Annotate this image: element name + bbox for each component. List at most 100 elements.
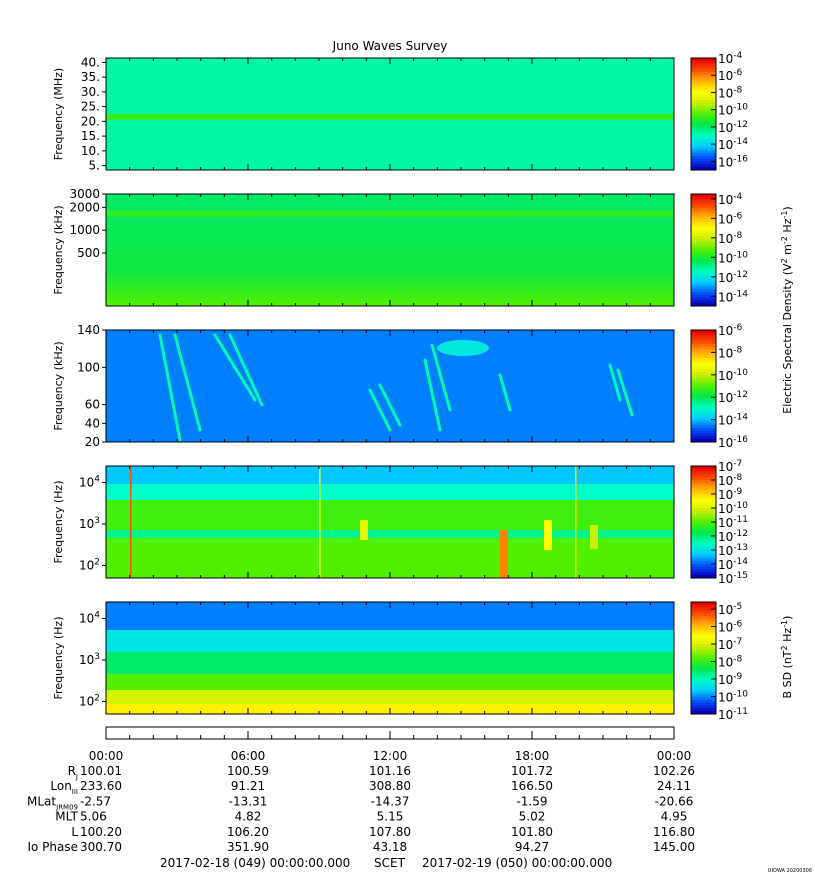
colorbar-cell (691, 607, 716, 611)
colorbar-cell (691, 352, 716, 356)
ephemeris-value: 4.95 (661, 810, 688, 824)
colorbar-cell (691, 555, 716, 559)
colorbar-cell (691, 205, 716, 209)
colorbar-cell (691, 711, 716, 715)
colorbar-cell (691, 482, 716, 487)
colorbar-cell (691, 369, 716, 373)
spectrogram-panel-5: 102 103 104 Frequency (Hz) 10-5 10-6 10-7 10-8 1… (52, 601, 748, 722)
heatmap-band (106, 210, 674, 217)
colorbar-cell (691, 280, 716, 285)
colorbar-cell (691, 292, 716, 296)
colorbar-cell (691, 266, 716, 271)
colorbar-cell (691, 638, 716, 642)
y-tick-label: 20. (81, 114, 100, 128)
heatmap-burst (213, 333, 257, 402)
colorbar-frame (690, 601, 717, 715)
heatmap-burst (423, 358, 442, 432)
colorbar-cell (691, 167, 716, 171)
spectrogram-panels: 5.10.15.20.25.30.35.40. Frequency (MHz) 10… (52, 51, 748, 722)
colorbar-cell (691, 686, 716, 690)
colorbar-cell (691, 494, 716, 498)
colorbar-cell (691, 91, 716, 95)
y-tick-label: 30. (81, 85, 100, 99)
y-tick-label: 500 (77, 246, 100, 260)
colorbar-tick-label: 10-14 (718, 137, 748, 152)
heatmap-layer (106, 500, 674, 530)
colorbar-cell (691, 660, 716, 665)
heatmap-layer (106, 538, 674, 578)
heatmap-layer (106, 674, 674, 690)
colorbar-cell (691, 499, 716, 503)
colorbar-cell (691, 358, 716, 362)
ephemeris-row-label: L (71, 825, 78, 839)
colorbar-cell (691, 199, 716, 203)
colorbar-cell (691, 128, 716, 132)
colorbar-cell (691, 694, 716, 698)
colorbar-cell (691, 366, 716, 370)
colorbar-cell (691, 613, 716, 617)
colorbar-cell (691, 303, 716, 307)
colorbar-cell (691, 139, 716, 143)
colorbar-cell (691, 261, 716, 265)
heatmap-layer (106, 652, 674, 674)
colorbar-cell (691, 516, 716, 520)
colorbar-tick-label: 10-16 (718, 154, 748, 169)
heatmap-burst (360, 520, 368, 540)
colorbar-cell (691, 142, 716, 146)
colorbar-cell (691, 289, 716, 293)
colorbar-cell (691, 655, 716, 659)
colorbar-tick-label: 10-8 (718, 655, 743, 670)
colorbar-cell (691, 244, 716, 248)
colorbar-cell (691, 122, 716, 126)
time-tick-label: 00:00 (657, 749, 692, 763)
colorbar-cell (691, 663, 716, 667)
y-axis-label: Frequency (MHz) (52, 68, 65, 160)
colorbar-cell (691, 414, 716, 418)
ephemeris-value: 5.15 (377, 810, 404, 824)
colorbar-cell (691, 210, 716, 215)
colorbar-cell (691, 411, 716, 415)
y-axis-label: Frequency (Hz) (52, 617, 65, 700)
colorbar-tick-label: 10-14 (718, 557, 748, 572)
colorbar-cell (691, 541, 716, 545)
ephemeris-value: -14.37 (371, 794, 410, 808)
colorbar-cell (691, 480, 716, 484)
ephemeris-value: 101.72 (511, 764, 553, 778)
colorbar-tick-label: 10-10 (718, 250, 748, 265)
colorbar-label-electric: Electric Spectral Density (V2 m-2 Hz-1) (780, 206, 794, 413)
colorbar-cell (691, 355, 716, 359)
heatmap-layer (106, 630, 674, 652)
colorbar-cell (691, 153, 716, 157)
colorbar-cell (691, 561, 716, 565)
ephemeris-value: 106.20 (227, 825, 269, 839)
ephemeris-value: 94.27 (515, 840, 549, 854)
heatmap-background (106, 330, 674, 442)
colorbar-cell (691, 105, 716, 109)
spectrogram-panel-1: 5.10.15.20.25.30.35.40. Frequency (MHz) 10… (52, 51, 748, 173)
heatmap-burst (616, 368, 634, 417)
scet-label: SCET (374, 856, 406, 870)
colorbar-cell (691, 419, 716, 423)
colorbar-cell (691, 436, 716, 440)
ephemeris-row-label: Io Phase (27, 840, 78, 854)
heatmap-layer (106, 690, 674, 704)
colorbar-cell (691, 491, 716, 495)
colorbar-cell (691, 616, 716, 620)
ephemeris-value: 91.21 (231, 779, 265, 793)
heatmap-burst (228, 333, 264, 407)
colorbar-cell (691, 278, 716, 282)
colorbar-cell (691, 652, 716, 656)
ephemeris-value: -13.31 (229, 794, 268, 808)
colorbar-cell (691, 377, 716, 381)
ephemeris-value: 5.02 (519, 810, 546, 824)
spectrogram-panel-3: 20 40 60 100 140 Frequency (kHz) 10-6 10-8 10-10… (52, 323, 748, 450)
colorbar-cell (691, 161, 716, 165)
spectrogram-panel-4: 102 103 104 Frequency (Hz) 10-710-810-910-10… (52, 459, 748, 586)
colorbar-tick-label: 10-7 (718, 459, 742, 474)
colorbar-cell (691, 641, 716, 645)
ephemeris-row-label: MLT (55, 810, 78, 824)
colorbar-cell (691, 294, 716, 299)
heatmap-burst (378, 383, 402, 427)
colorbar-cell (691, 83, 716, 87)
